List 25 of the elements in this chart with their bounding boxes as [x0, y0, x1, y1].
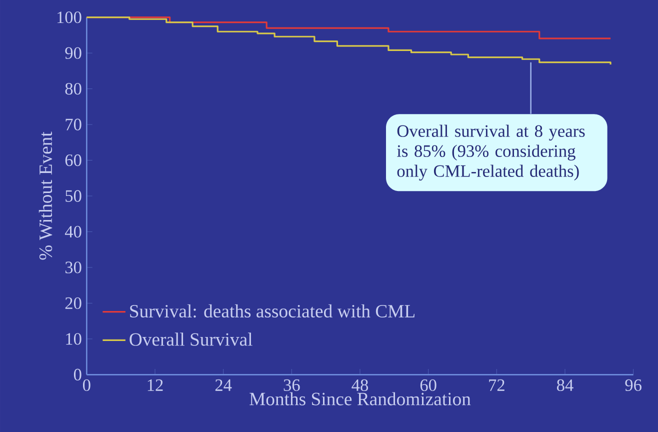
y-tick-label: 90: [65, 47, 82, 59]
x-axis-title: Months Since Randomization: [250, 392, 471, 406]
x-tick-label: 72: [489, 379, 504, 391]
legend-label: Overall Survival: [130, 332, 252, 346]
y-tick-label: 20: [65, 297, 82, 310]
x-tick-label: 0: [83, 379, 90, 392]
y-tick-label: 50: [66, 190, 82, 202]
annotation: Overall survival at 8 years is 85% (93% considering only CML-related deaths): [397, 124, 585, 181]
y-axis-title: % Without Event: [38, 132, 52, 260]
legend-label: Survival: deaths associated with CML: [130, 304, 414, 318]
x-tick-label: 96: [625, 379, 642, 392]
y-tick-label: 10: [66, 333, 82, 345]
x-tick-label: 84: [556, 379, 574, 392]
y-tick-label: 60: [65, 154, 82, 166]
y-tick-label: 100: [57, 11, 82, 24]
x-tick-label: 60: [420, 379, 436, 392]
y-tick-label: 30: [65, 262, 82, 274]
x-tick-label: 48: [352, 379, 368, 392]
y-tick-label: 80: [65, 82, 82, 95]
x-tick-label: 36: [284, 379, 300, 392]
y-tick-label: 0: [74, 368, 82, 380]
y-tick-label: 70: [66, 118, 82, 130]
y-tick-label: 40: [64, 226, 82, 238]
x-tick-label: 24: [215, 379, 232, 391]
x-tick-label: 12: [148, 379, 163, 391]
